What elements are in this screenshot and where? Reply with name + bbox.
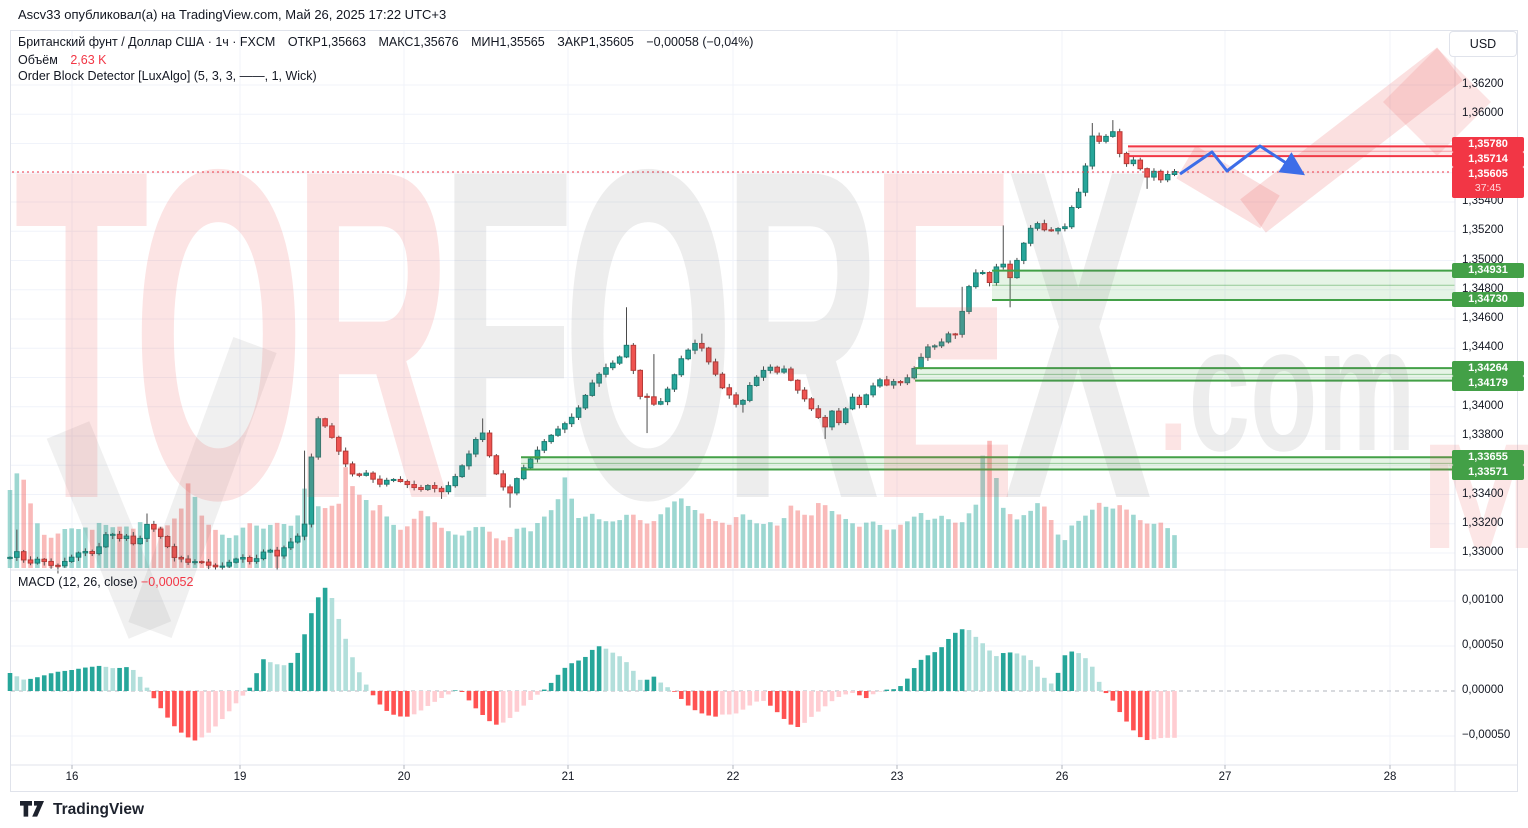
time-axis-label: 26 bbox=[1055, 771, 1069, 783]
volume-label: Объём bbox=[18, 53, 58, 67]
macd-axis-label: 0,00100 bbox=[1462, 594, 1504, 606]
price-axis-label: 1,35000 bbox=[1462, 253, 1504, 266]
price-axis-label: 1,34800 bbox=[1462, 282, 1504, 295]
time-axis-label: 27 bbox=[1218, 771, 1232, 783]
tradingview-logo-icon bbox=[20, 801, 44, 817]
price-axis-label: 1,33400 bbox=[1462, 487, 1504, 500]
close-value: 1,35605 bbox=[588, 35, 634, 49]
red-level-label: 1,35780 bbox=[1452, 137, 1524, 152]
red-level-label: 1,35714 bbox=[1452, 152, 1524, 167]
price-axis-label: 1,35200 bbox=[1462, 224, 1504, 237]
tradingview-footer[interactable]: TradingView bbox=[20, 801, 144, 819]
close-label: ЗАКР bbox=[557, 35, 589, 49]
low-value: 1,35565 bbox=[499, 35, 545, 49]
macd-value: −0,00052 bbox=[140, 575, 194, 589]
time-axis-label: 19 bbox=[233, 771, 247, 783]
time-axis-label: 21 bbox=[561, 771, 575, 783]
time-axis-label: 16 bbox=[65, 771, 79, 783]
current-price-label: 1,35605 37:45 bbox=[1452, 167, 1524, 198]
price-axis-label: 1,34000 bbox=[1462, 399, 1504, 412]
green-level-label: 1,33571 bbox=[1452, 464, 1524, 480]
price-axis-label: 1,34400 bbox=[1462, 341, 1504, 354]
price-axis-label: 1,35400 bbox=[1462, 195, 1504, 207]
indicator-legend-row[interactable]: Order Block Detector [LuxAlgo] (5, 3, 3,… bbox=[18, 69, 317, 83]
volume-series bbox=[7, 440, 1177, 568]
macd-histogram bbox=[7, 587, 1177, 741]
symbol-legend-row[interactable]: Британский фунт / Доллар США · 1ч · FXCM… bbox=[18, 35, 753, 49]
green-level-label: 1,34931 bbox=[1452, 263, 1524, 279]
tradingview-logo-text: TradingView bbox=[53, 801, 145, 818]
macd-legend-row[interactable]: MACD (12, 26, close) −0,00052 bbox=[18, 575, 193, 589]
price-axis-label: 1,33000 bbox=[1462, 546, 1504, 558]
volume-legend-row[interactable]: Объём 2,63 K bbox=[18, 53, 106, 67]
countdown-timer: 37:45 bbox=[1474, 182, 1502, 194]
macd-title: MACD (12, 26, close) bbox=[18, 575, 138, 589]
price-axis-label: 1,33200 bbox=[1462, 516, 1504, 529]
green-level-label: 1,33655 bbox=[1452, 449, 1524, 465]
time-axis-label: 28 bbox=[1383, 771, 1397, 783]
gridlines bbox=[11, 31, 1455, 765]
time-axis-label: 22 bbox=[726, 771, 740, 783]
green-level-label: 1,34179 bbox=[1452, 375, 1524, 391]
published-line: Ascv33 опубликовал(а) на TradingView.com… bbox=[18, 7, 447, 22]
open-value: 1,35663 bbox=[320, 35, 366, 49]
currency-button[interactable]: USD bbox=[1449, 31, 1517, 57]
volume-value: 2,63 K bbox=[70, 53, 107, 67]
order-block-zones bbox=[521, 145, 1455, 471]
time-axis-label: 20 bbox=[397, 771, 411, 783]
price-axis-label: 1,36000 bbox=[1462, 107, 1504, 120]
green-level-label: 1,34264 bbox=[1452, 360, 1524, 376]
indicator-title: Order Block Detector [LuxAlgo] (5, 3, 3,… bbox=[18, 69, 317, 83]
high-label: МАКС bbox=[378, 35, 414, 49]
macd-axis-label: 0,00050 bbox=[1462, 639, 1504, 651]
time-axis-label: 23 bbox=[890, 771, 904, 783]
symbol-title: Британский фунт / Доллар США · 1ч · FXCM bbox=[18, 35, 276, 49]
green-level-label: 1,34730 bbox=[1452, 292, 1524, 308]
open-label: ОТКР bbox=[287, 35, 321, 49]
low-label: МИН bbox=[471, 35, 500, 49]
macd-axis-label: 0,00000 bbox=[1462, 684, 1504, 696]
high-value: 1,35676 bbox=[413, 35, 459, 49]
price-axis-label: 1,36200 bbox=[1462, 78, 1504, 90]
pane-separators bbox=[10, 30, 1518, 792]
price-axis-label: 1,33800 bbox=[1462, 429, 1504, 441]
change-value: −0,00058 (−0,04%) bbox=[646, 35, 754, 49]
price-axis-label: 1,34600 bbox=[1462, 312, 1504, 324]
candlestick-series bbox=[7, 120, 1178, 574]
macd-axis-label: −0,00050 bbox=[1462, 729, 1511, 741]
